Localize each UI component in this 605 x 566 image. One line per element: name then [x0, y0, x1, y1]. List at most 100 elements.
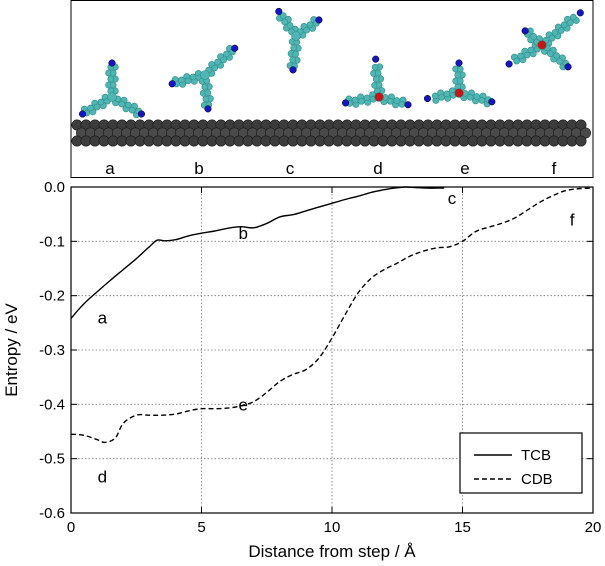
- molecule-d-arm-2-atom: [386, 98, 394, 105]
- graphite-surface: [71, 119, 591, 147]
- molecule-f-arm-1-atom: [517, 52, 524, 60]
- molecule-f-arm-0-end-atom: [576, 9, 584, 17]
- molecule-c-arm-0-atom: [281, 18, 288, 26]
- molecule-e-arm-2-end-atom: [488, 98, 496, 106]
- x-tick-label-3: 15: [454, 519, 471, 536]
- molecule-c-arm-0-atom: [279, 12, 287, 19]
- molecule-e-arm-2-atom: [466, 94, 474, 101]
- molecule-f-arm-0-atom: [560, 21, 568, 29]
- y-axis-title: Entropy / eV: [2, 303, 21, 397]
- x-tick-label-4: 20: [585, 519, 602, 536]
- annotation-f: f: [570, 211, 575, 230]
- inset-frame: [70, 0, 594, 178]
- molecule-e-arm-1-atom: [431, 92, 439, 100]
- molecule-b: [168, 44, 239, 113]
- molecule-b-arm-0-end-atom: [231, 44, 239, 52]
- molecule-f-arm-3-end-atom: [521, 27, 529, 35]
- molecule-c-core: [291, 31, 301, 41]
- chart-annotations: a b c d e f: [98, 189, 575, 487]
- molecule-e-arm-1-atom: [438, 94, 445, 101]
- molecule-a-arm-2-end-atom: [137, 110, 145, 118]
- molecule-b-arm-2-end-atom: [204, 105, 212, 113]
- molecule-a-arm-0-atom: [107, 75, 115, 83]
- molecule-f-arm-1-atom: [523, 51, 531, 59]
- annotation-a: a: [98, 308, 108, 327]
- molecule-e-arm-1-atom: [443, 90, 451, 98]
- series-line-tcb: [70, 186, 445, 319]
- molecule-a-arm-1-atom: [97, 98, 105, 106]
- molecule-c-arm-2-end-atom: [289, 66, 297, 74]
- molecule-d-arm-1-end-atom: [341, 99, 350, 107]
- molecule-f-arm-1-atom: [527, 46, 535, 54]
- molecule-f-arm-0-atom: [570, 13, 577, 21]
- molecule-a-arm-0-end-atom: [108, 59, 116, 67]
- molecule-a-arm-1-end-atom: [79, 110, 87, 118]
- molecule-b-arm-1-atom: [184, 77, 192, 85]
- inset-label-f: f: [552, 159, 557, 178]
- inset-labels: a b c d e f: [105, 159, 556, 178]
- molecule-c-arm-2-atom: [289, 56, 296, 64]
- inset-label-a: a: [105, 159, 115, 178]
- inset-label-b: b: [194, 159, 203, 178]
- molecule-a-arm-2-atom: [118, 100, 126, 108]
- molecule-f-arm-0-atom: [551, 29, 559, 36]
- molecule-a-arm-1-atom: [93, 103, 101, 111]
- molecule-e-arm-2-atom: [478, 97, 486, 104]
- y-tick-label-3: -0.3: [39, 342, 65, 359]
- molecule-e: [423, 59, 496, 108]
- molecule-f-arm-0-atom: [567, 19, 574, 27]
- molecule-snapshot-panel: a b c d e f: [70, 0, 594, 178]
- molecule-d-arm-2-atom: [393, 97, 401, 104]
- molecule-a: [79, 59, 145, 119]
- y-tick-label-0: 0.0: [44, 179, 65, 196]
- molecule-f-core: [537, 40, 547, 50]
- legend-tcb-label: TCB: [521, 447, 551, 464]
- molecule-b-arm-2-atom: [201, 83, 209, 91]
- molecule-c-arm-1-end-atom: [315, 16, 323, 24]
- y-tick-label-6: -0.6: [39, 505, 65, 522]
- molecules: [79, 7, 584, 119]
- molecule-f: [505, 9, 584, 71]
- molecule-d-arm-0-end-atom: [372, 55, 380, 63]
- annotation-c: c: [448, 189, 457, 208]
- molecule-a-core: [107, 92, 117, 102]
- inset-label-e: e: [460, 159, 469, 178]
- molecule-b-arm-1-end-atom: [168, 80, 176, 88]
- molecule-a-arm-2-atom: [124, 101, 132, 109]
- molecule-b-arm-0-atom: [220, 56, 227, 64]
- x-tick-label-2: 10: [324, 519, 341, 536]
- molecule-d-arm-2-atom: [398, 101, 406, 108]
- molecule-d-arm-0-atom: [371, 63, 379, 71]
- molecule-b-arm-0-atom: [214, 58, 221, 66]
- y-tick-label-5: -0.5: [39, 451, 65, 468]
- molecule-e-arm-0-end-atom: [455, 59, 463, 67]
- series-line-cdb: [70, 187, 594, 444]
- molecule-b-arm-0-atom: [223, 50, 230, 58]
- molecule-c: [275, 7, 323, 74]
- molecule-e-arm-0-atom: [454, 71, 462, 79]
- y-tick-label-1: -0.1: [39, 233, 65, 250]
- molecule-d-core: [374, 92, 384, 102]
- molecule-b-arm-2-atom: [202, 95, 210, 103]
- molecule-e-arm-0-atom: [456, 77, 464, 85]
- molecule-c-arm-0-end-atom: [275, 7, 283, 15]
- annotation-e: e: [239, 395, 248, 414]
- x-tick-label-0: 0: [67, 519, 75, 536]
- molecule-c-arm-1-atom: [306, 21, 314, 28]
- molecule-a-arm-0-atom: [109, 69, 117, 77]
- legend-cdb-label: CDB: [521, 471, 553, 488]
- molecule-f-arm-2-atom: [553, 52, 560, 59]
- legend: TCB CDB: [459, 432, 583, 494]
- molecule-d-arm-1-atom: [358, 98, 365, 105]
- molecule-b-arm-1-atom: [189, 73, 197, 81]
- surface-atom: [575, 135, 587, 147]
- molecule-d-arm-2-end-atom: [404, 101, 412, 109]
- molecule-c-arm-0-atom: [286, 22, 294, 29]
- molecule-b-arm-1-atom: [178, 76, 185, 84]
- axis-ticks: 0 5 10 15 20 0.0 -0.1 -0.2 -0.3 -0.4 -0.5 -0.6: [39, 179, 601, 536]
- molecule-f-arm-1-atom: [513, 57, 520, 65]
- molecule-e-core: [454, 88, 464, 98]
- legend-box: [459, 432, 583, 494]
- molecule-e-arm-1-end-atom: [423, 95, 432, 103]
- x-axis-title: Distance from step / Å: [248, 542, 416, 561]
